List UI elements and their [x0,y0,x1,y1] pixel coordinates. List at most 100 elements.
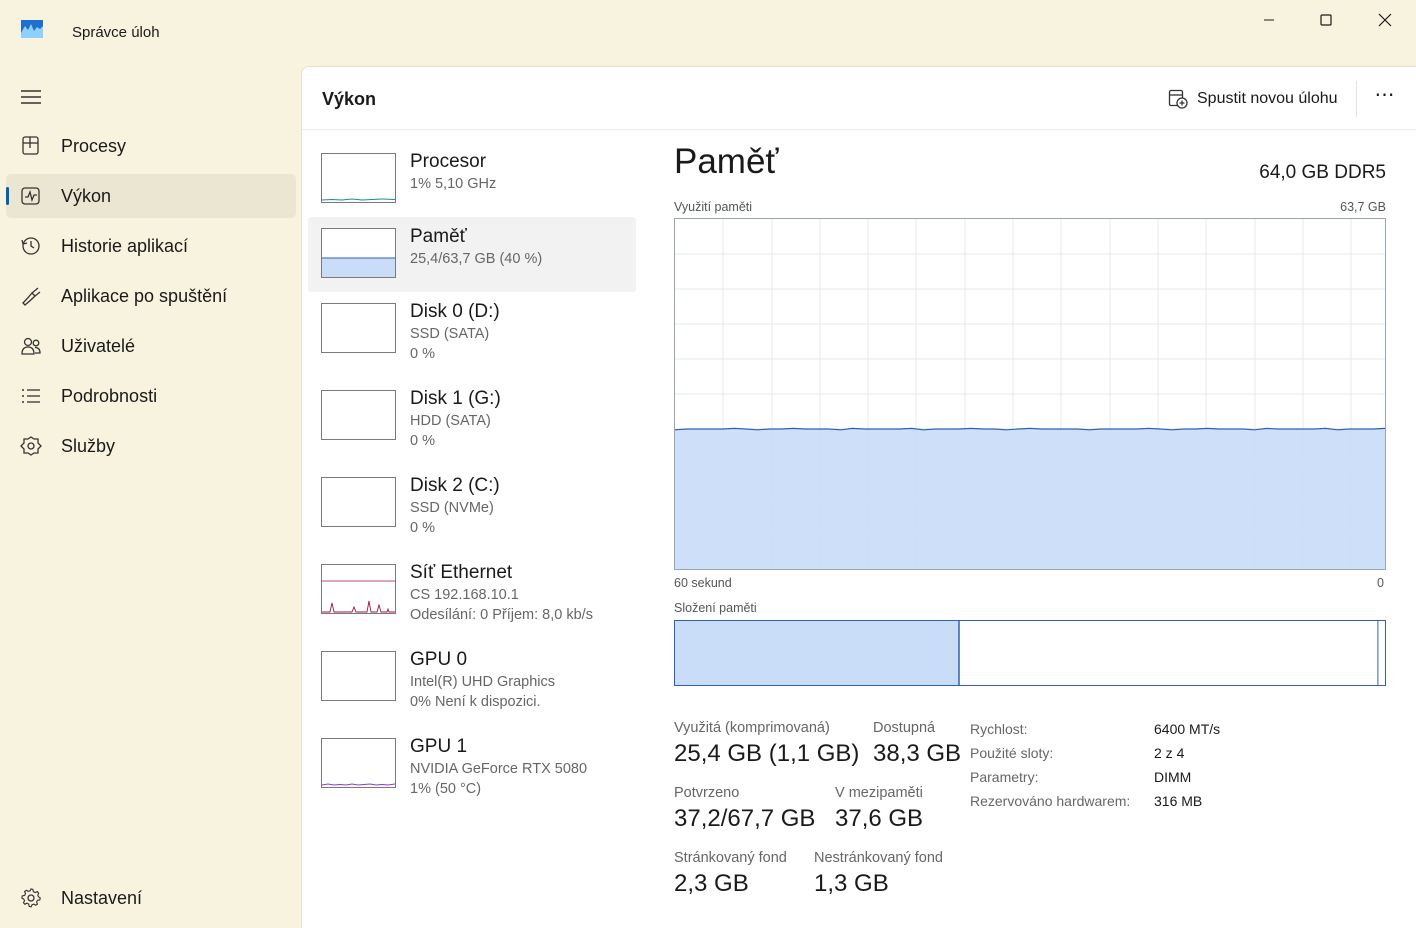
active-indicator [6,187,9,205]
device-utilization: 0 % [410,433,435,449]
processes-icon [22,136,39,155]
main-header: Výkon Spustit novou úlohu ⋯ [302,67,1416,130]
sidebar-item-label: Procesy [61,136,127,156]
startup-icon [22,287,41,306]
hamburger-menu-icon[interactable] [20,88,42,106]
in-use-label: Využitá (komprimovaná) [674,720,830,736]
device-detail: SSD (SATA) [410,326,490,342]
device-item-gpu1[interactable]: GPU 1 NVIDIA GeForce RTX 5080 1% (50 °C) [308,727,636,802]
cpu-thumbnail [321,153,396,203]
nonpaged-pool-label: Nestránkovaný fond [814,850,943,866]
device-detail: Intel(R) UHD Graphics [410,674,556,690]
available-label: Dostupná [873,720,936,736]
device-item-ethernet[interactable]: Síť Ethernet CS 192.168.10.1 Odesílání: … [308,553,636,628]
memory-mini-graph [322,257,395,277]
device-name: Disk 1 (G:) [410,388,501,409]
time-axis-end: 0 [1377,576,1384,590]
hardware-reserved-label: Rezervováno hardwarem: [970,793,1131,809]
sidebar-item-app-history[interactable]: Historie aplikací [6,224,296,268]
form-factor-value: DIMM [1154,769,1192,785]
minimize-icon [1264,19,1274,21]
sidebar-item-label: Nastavení [61,888,143,908]
sidebar-item-label: Podrobnosti [61,386,158,406]
more-options-button[interactable]: ⋯ [1374,84,1396,106]
device-detail: HDD (SATA) [410,413,491,429]
nonpaged-pool-value: 1,3 GB [814,870,889,897]
sidebar-item-performance[interactable]: Výkon [6,174,296,218]
usage-graph-label: Využití paměti [674,200,753,214]
cached-value: 37,6 GB [835,805,924,832]
device-utilization: 0 % [410,346,435,362]
composition-in-use-segment [675,621,959,685]
usage-graph-max: 63,7 GB [1340,200,1386,214]
device-item-gpu0[interactable]: GPU 0 Intel(R) UHD Graphics 0% Není k di… [308,640,636,715]
minimize-button[interactable] [1246,6,1292,34]
task-manager-icon [21,20,43,38]
device-item-disk2[interactable]: Disk 2 (C:) SSD (NVMe) 0 % [308,466,636,541]
device-name: Disk 2 (C:) [410,475,500,496]
device-name: Procesor [410,151,487,172]
users-icon [21,337,41,355]
cpu-mini-graph [322,198,395,201]
ethernet-mini-graph [322,580,395,613]
device-detail: 1% 5,10 GHz [410,176,497,192]
memory-composition-chart [675,621,1379,685]
cached-label: V mezipaměti [835,785,923,801]
device-name: Síť Ethernet [410,562,513,583]
app-title: Správce úloh [72,24,160,41]
header-divider [1356,81,1357,117]
slots-value: 2 z 4 [1154,745,1185,761]
run-new-task-button[interactable]: Spustit novou úlohu [1168,87,1338,111]
hardware-reserved-value: 316 MB [1154,793,1203,809]
run-new-task-label: Spustit novou úlohu [1197,90,1338,107]
close-icon [1378,13,1392,27]
composition-label: Složení paměti [674,601,757,615]
gpu0-thumbnail [321,651,396,701]
sidebar-item-processes[interactable]: Procesy [6,124,296,168]
detail-title: Paměť [674,142,779,181]
paged-pool-label: Stránkovaný fond [674,850,787,866]
device-item-cpu[interactable]: Procesor 1% 5,10 GHz [308,142,636,217]
device-item-disk1[interactable]: Disk 1 (G:) HDD (SATA) 0 % [308,379,636,454]
in-use-value: 25,4 GB (1,1 GB) [674,740,860,767]
committed-value: 37,2/67,7 GB [674,805,816,832]
device-detail: CS 192.168.10.1 [410,587,519,603]
available-value: 38,3 GB [873,740,962,767]
sidebar-item-users[interactable]: Uživatelé [6,324,296,368]
form-factor-label: Parametry: [970,769,1039,785]
committed-label: Potvrzeno [674,785,740,801]
maximize-icon [1320,14,1332,26]
memory-usage-chart [675,219,1385,569]
device-name: Paměť [410,226,467,247]
device-name: GPU 1 [410,736,468,757]
gpu1-thumbnail [321,738,396,788]
speed-value: 6400 MT/s [1154,721,1221,737]
memory-composition-bar [674,620,1386,686]
memory-usage-graph [674,218,1386,570]
services-icon [20,436,42,456]
gear-icon [21,888,41,908]
close-button[interactable] [1362,6,1408,34]
device-name: Disk 0 (D:) [410,301,500,322]
device-item-disk0[interactable]: Disk 0 (D:) SSD (SATA) 0 % [308,292,636,367]
time-axis-start: 60 sekund [674,576,732,590]
main-panel: Výkon Spustit novou úlohu ⋯ Procesor 1% … [301,66,1416,928]
memory-usage-line [675,427,1385,431]
sidebar-item-startup-apps[interactable]: Aplikace po spuštění [6,274,296,318]
sidebar-item-services[interactable]: Služby [6,424,296,468]
memory-spec: 64,0 GB DDR5 [1259,162,1386,183]
memory-thumbnail [321,228,396,278]
details-icon [22,389,40,403]
sidebar-item-label: Historie aplikací [61,236,189,256]
maximize-button[interactable] [1303,6,1349,34]
device-detail: NVIDIA GeForce RTX 5080 [410,761,588,777]
sidebar-item-label: Výkon [61,186,112,206]
title-bar: Správce úloh [0,0,1416,66]
performance-icon [21,187,40,205]
device-item-memory[interactable]: Paměť 25,4/63,7 GB (40 %) [308,217,636,292]
memory-usage-area [675,428,1385,569]
sidebar-item-details[interactable]: Podrobnosti [6,374,296,418]
sidebar-item-settings[interactable]: Nastavení [6,876,296,920]
history-icon [21,237,40,255]
device-utilization: 0 % [410,520,435,536]
